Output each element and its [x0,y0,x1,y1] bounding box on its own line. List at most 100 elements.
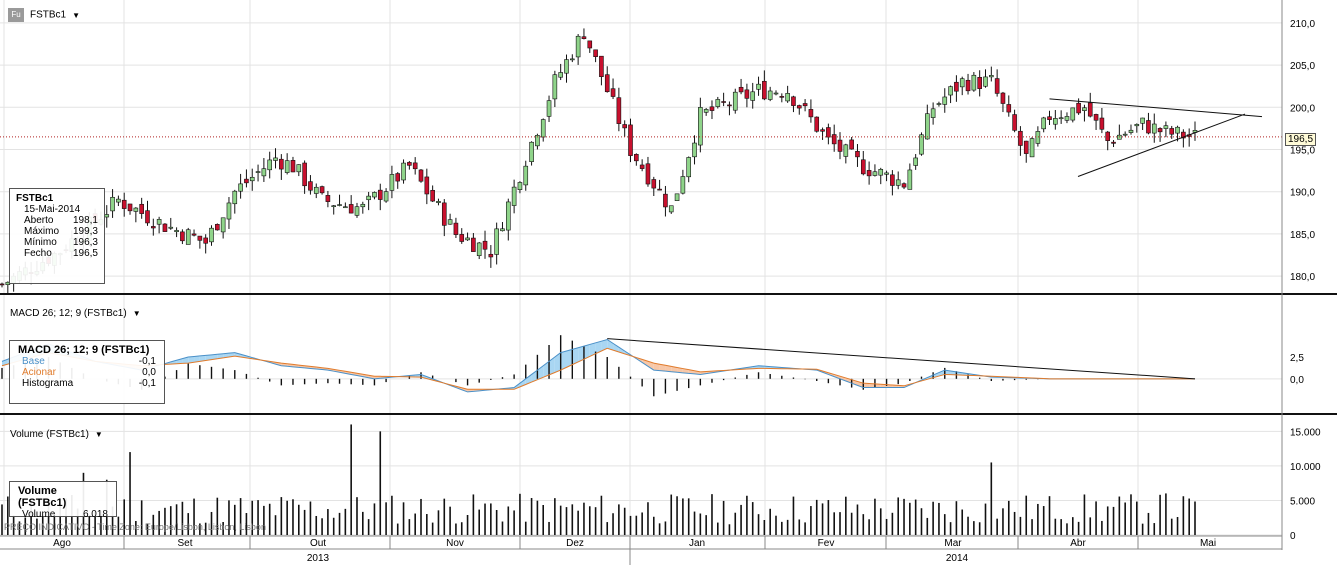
candle-body [617,98,621,124]
candle-body [448,220,452,225]
candle-body [599,56,603,77]
month-label: Jan [689,538,705,549]
candle-body [233,191,237,204]
candle-body [506,202,510,230]
candle-body [675,194,679,201]
candle-body [407,162,411,165]
candle-body [1036,131,1040,143]
fu-icon: Fu [8,8,24,22]
candle-body [512,187,516,205]
price-tick-label: 195,0 [1290,146,1315,157]
candle-body [1170,128,1174,134]
candle-body [838,140,842,151]
candle-body [885,173,889,174]
candle-body [111,197,115,211]
candle-body [285,161,289,173]
candle-body [1158,128,1162,131]
candle-body [774,93,778,94]
candle-body [710,107,714,111]
candle-body [989,75,993,77]
candle-body [861,160,865,174]
candle-body [518,182,522,189]
candle-body [1053,118,1057,124]
candle-body [663,194,667,207]
candle-body [367,196,371,200]
volume-header[interactable]: Volume (FSTBc1)▼ [10,429,103,440]
candle-body [1042,118,1046,129]
candle-body [745,90,749,99]
candle-body [1094,114,1098,120]
month-label: Out [310,538,326,549]
macd-tick-label: 2,5 [1290,353,1304,364]
candle-body [303,163,307,186]
candle-body [425,177,429,194]
candle-body [983,77,987,86]
triangle-trendline [1050,99,1262,177]
candle-body [466,238,470,240]
candle-body [262,169,266,176]
candle-body [844,145,848,157]
candle-body [890,175,894,186]
candle-body [477,243,481,256]
candle-body [995,79,999,94]
macd-row-hist: Histograma-0,1 [18,378,156,389]
candle-body [122,200,126,208]
candle-body [716,99,720,106]
candle-body [553,75,557,99]
candle-body [268,160,272,170]
candle-body [390,174,394,190]
volume-tick-label: 0 [1290,531,1296,542]
price-tick-label: 205,0 [1290,61,1315,72]
candle-body [570,59,574,60]
candle-body [850,140,854,149]
month-label: Fev [818,538,835,549]
candle-body [791,97,795,106]
candle-body [500,229,504,231]
candle-body [733,92,737,110]
candle-body [803,103,807,105]
candle-body [1082,108,1086,111]
candle-body [239,184,243,191]
candle-body [530,142,534,161]
candle-body [192,234,196,235]
candle-body [780,96,784,97]
candle-body [1123,134,1127,135]
candle-body [1001,93,1005,103]
candle-body [442,203,446,225]
candle-body [826,128,830,138]
candle-body [297,165,301,172]
candle-body [1152,124,1156,133]
candle-body [646,164,650,184]
candle-body [460,234,464,241]
candle-body [966,80,970,91]
month-label: Mar [944,538,962,549]
candle-body [221,218,225,232]
candle-body [652,179,656,188]
candle-body [140,204,144,213]
candle-body [198,236,202,240]
candle-body [815,117,819,131]
candle-body [250,177,254,180]
candle-body [151,226,155,228]
candle-body [1112,142,1116,143]
candle-body [949,87,953,95]
chevron-down-icon[interactable]: ▼ [133,309,141,318]
candle-body [786,93,790,101]
candle-body [658,189,662,190]
macd-header[interactable]: MACD 26; 12; 9 (FSTBc1)▼ [10,308,141,319]
macd-row-base: Base-0,1 [18,356,156,367]
candle-body [308,182,312,191]
chevron-down-icon[interactable]: ▼ [95,430,103,439]
candle-body [338,205,342,206]
candle-body [937,104,941,105]
candle-body [489,254,493,257]
candle-body [832,135,836,144]
chevron-down-icon[interactable]: ▼ [72,11,80,20]
candle-body [1135,124,1139,125]
candle-body [908,170,912,189]
